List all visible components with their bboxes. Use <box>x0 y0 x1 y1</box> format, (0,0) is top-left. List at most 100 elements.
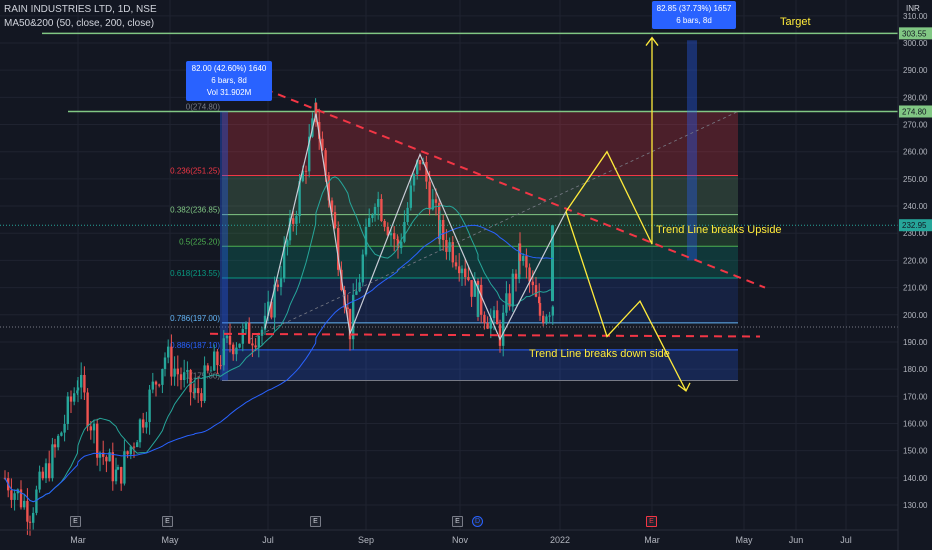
earnings-event-icon[interactable]: E <box>452 516 463 527</box>
candle-body <box>126 451 129 455</box>
candle-body <box>63 424 66 433</box>
candle-body <box>225 335 229 339</box>
chart-title: RAIN INDUSTRIES LTD, 1D, NSE <box>4 4 157 15</box>
candle-body <box>548 315 551 317</box>
candle-body <box>116 467 120 470</box>
candle-body <box>538 302 542 316</box>
measure-box-1-line-1: 82.00 (42.60%) 1640 <box>191 64 267 73</box>
y-tick-label: 130.00 <box>903 501 928 510</box>
candle-body <box>235 347 238 355</box>
candle-body <box>301 170 304 182</box>
candle-body <box>434 199 438 203</box>
earnings-event-icon[interactable]: E <box>70 516 81 527</box>
candle-body <box>138 419 142 443</box>
measure-box-2-line-2: 6 bars, 8d <box>676 16 712 25</box>
ma50-line <box>4 176 553 503</box>
earnings-event-icon[interactable]: E <box>310 516 321 527</box>
y-tick-label: 280.00 <box>903 93 928 102</box>
fib-level-label: 0.5(225.20) <box>179 237 220 246</box>
candle-body <box>151 381 154 390</box>
candle-body <box>136 442 139 448</box>
price-tag-label: 274.80 <box>902 107 927 116</box>
candle-body <box>483 314 486 324</box>
fib-zone <box>222 111 738 176</box>
price-axis <box>898 0 932 550</box>
candle-body <box>514 273 518 279</box>
earnings-event-icon[interactable]: E <box>646 516 657 527</box>
candle-body <box>283 245 286 279</box>
zigzag-pattern <box>264 113 567 341</box>
dividend-event-icon[interactable]: D <box>472 516 483 527</box>
candle-body <box>551 225 554 302</box>
candle-body <box>66 396 69 425</box>
support-trend-line <box>209 332 761 338</box>
earnings-event-icon[interactable]: E <box>162 516 173 527</box>
candle-body <box>337 227 340 270</box>
candle-body <box>254 345 257 348</box>
candle-body <box>183 372 186 381</box>
x-tick-label: Nov <box>452 535 469 545</box>
candle-body <box>295 216 298 224</box>
candle-body <box>209 370 213 372</box>
candle-body <box>371 214 374 219</box>
candle-body <box>380 198 383 221</box>
candle-body <box>346 307 349 309</box>
candle-body <box>206 365 209 371</box>
downside-projection <box>565 211 687 392</box>
price-tag <box>899 219 932 232</box>
candle-body <box>304 170 308 172</box>
candle-body <box>480 284 483 315</box>
y-tick-label: 270.00 <box>903 121 928 130</box>
candle-body <box>83 374 86 393</box>
candle-body <box>442 219 445 240</box>
candle-body <box>260 329 264 336</box>
candle-body <box>19 489 23 508</box>
candle-body <box>511 273 514 307</box>
x-tick-label: 2022 <box>550 535 570 545</box>
candle-body <box>158 384 161 386</box>
candle-body <box>496 310 499 325</box>
fib-level-label: 0.382(236.85) <box>170 206 220 215</box>
candle-body <box>358 282 361 292</box>
candle-body <box>41 471 44 479</box>
arrow-head-icon <box>645 36 659 46</box>
candle-body <box>73 393 76 402</box>
candle-body <box>448 242 451 252</box>
candle-body <box>396 239 399 241</box>
candle-body <box>244 322 248 330</box>
candle-body <box>314 102 318 123</box>
candle-body <box>197 388 200 394</box>
candle-body <box>200 393 203 401</box>
candle-body <box>518 243 521 279</box>
candle-body <box>28 521 32 523</box>
y-tick-label: 160.00 <box>903 419 928 428</box>
x-tick-label: Jul <box>840 535 852 545</box>
candle-body <box>542 315 545 323</box>
candle-body <box>486 323 489 329</box>
candle-body <box>129 446 132 455</box>
candle-body <box>373 206 377 215</box>
fib-level-label: 0.618(213.55) <box>170 269 220 278</box>
candle-body <box>89 426 92 431</box>
upside-projection <box>565 37 653 245</box>
y-tick-label: 230.00 <box>903 229 928 238</box>
candle-body <box>333 212 337 228</box>
candle-body <box>219 365 222 367</box>
fib-level-label: 0(274.80) <box>186 102 221 111</box>
fib-level-label: 0.886(187.10) <box>170 341 220 350</box>
candle-body <box>368 218 371 227</box>
y-tick-label: 190.00 <box>903 338 928 347</box>
candle-body <box>203 365 206 401</box>
measure-range <box>220 111 228 381</box>
candle-body <box>105 456 108 462</box>
candle-body <box>352 294 355 340</box>
measure-box-1[interactable]: 82.00 (42.60%) 1640 6 bars, 8d Vol 31.90… <box>186 61 272 101</box>
y-tick-label: 300.00 <box>903 39 928 48</box>
candle-body <box>489 318 492 329</box>
candle-body <box>538 296 541 303</box>
candle-body <box>193 388 197 393</box>
y-tick-label: 290.00 <box>903 66 928 75</box>
measure-box-2[interactable]: 82.85 (37.73%) 1657 6 bars, 8d <box>652 1 736 29</box>
candle-body <box>460 268 464 274</box>
